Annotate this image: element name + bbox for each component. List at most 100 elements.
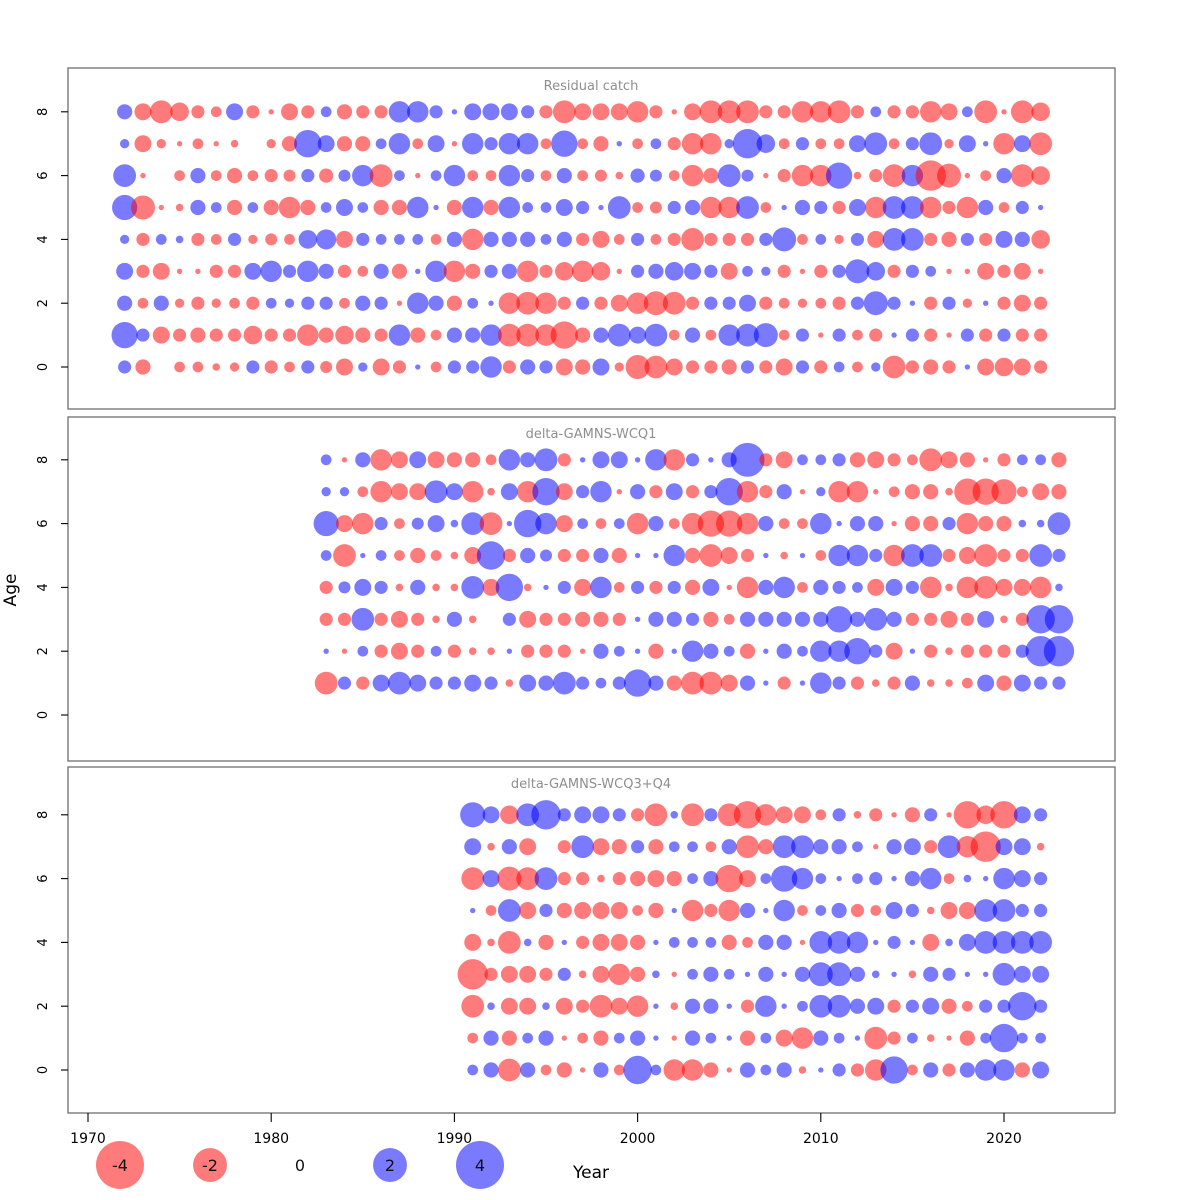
bubble bbox=[373, 263, 389, 279]
bubble bbox=[246, 105, 260, 119]
bubble bbox=[230, 139, 239, 148]
bubble bbox=[520, 231, 536, 247]
bubble bbox=[831, 839, 847, 855]
bubble bbox=[321, 487, 331, 497]
bubble bbox=[632, 138, 643, 150]
panel-border bbox=[67, 416, 1116, 762]
bubble bbox=[467, 297, 479, 309]
bubble bbox=[335, 230, 353, 248]
bubble bbox=[390, 642, 408, 660]
bubble bbox=[320, 454, 332, 466]
bubble bbox=[781, 1003, 787, 1009]
bubble bbox=[532, 478, 560, 506]
bubble bbox=[358, 362, 368, 372]
bubble bbox=[156, 139, 166, 149]
bubble bbox=[297, 324, 319, 346]
bubble bbox=[901, 544, 924, 567]
bubble bbox=[521, 169, 535, 183]
bubble bbox=[500, 965, 518, 983]
bubble bbox=[799, 489, 806, 495]
bubble bbox=[428, 295, 444, 311]
bubble bbox=[721, 359, 737, 375]
bubble bbox=[407, 292, 429, 314]
bubble bbox=[685, 296, 700, 310]
bubble bbox=[715, 864, 743, 893]
bubble bbox=[175, 235, 184, 244]
bubble bbox=[136, 232, 150, 246]
y-tick-label: 8 bbox=[36, 811, 51, 819]
bubble bbox=[354, 578, 372, 596]
bubble bbox=[668, 518, 680, 529]
bubble bbox=[443, 260, 466, 283]
y-axis-panel-0: 0 2 4 6 8 bbox=[36, 108, 68, 371]
bubble bbox=[736, 835, 759, 859]
bubble bbox=[450, 519, 459, 528]
bubble bbox=[149, 100, 173, 124]
bubble bbox=[993, 132, 1015, 155]
bubble bbox=[982, 457, 989, 463]
bubble bbox=[500, 997, 518, 1015]
bubble bbox=[882, 355, 906, 379]
bubble bbox=[697, 510, 725, 537]
bubble bbox=[992, 931, 1016, 954]
bubble bbox=[648, 902, 664, 919]
bubble bbox=[372, 358, 390, 376]
bubble bbox=[726, 1067, 732, 1073]
bubble bbox=[394, 170, 405, 181]
bubble bbox=[555, 262, 574, 281]
bubble bbox=[1013, 135, 1031, 153]
bubble bbox=[668, 170, 680, 181]
bubble bbox=[323, 648, 329, 654]
bubble bbox=[979, 999, 993, 1013]
bubble bbox=[1001, 109, 1007, 115]
bubble bbox=[667, 232, 681, 246]
bubble bbox=[923, 966, 939, 982]
y-tick-label: 2 bbox=[36, 299, 51, 307]
bubble bbox=[483, 199, 499, 216]
bubble bbox=[260, 260, 282, 283]
bubble bbox=[685, 485, 700, 499]
bubble bbox=[630, 1030, 646, 1046]
bubble bbox=[849, 516, 866, 532]
bubble bbox=[960, 612, 974, 626]
bubble bbox=[575, 327, 591, 343]
bubble bbox=[612, 808, 626, 822]
bubble bbox=[717, 100, 741, 124]
bubble bbox=[797, 454, 808, 466]
bubble bbox=[118, 360, 132, 374]
bubble bbox=[815, 809, 827, 821]
bubble bbox=[777, 105, 791, 119]
bubble bbox=[923, 1062, 939, 1078]
bubble bbox=[924, 328, 938, 342]
bubble bbox=[977, 262, 995, 280]
bubble bbox=[465, 452, 481, 468]
bubble bbox=[891, 875, 897, 882]
bubble bbox=[775, 358, 793, 376]
bubble bbox=[409, 483, 427, 501]
bubble bbox=[539, 903, 553, 918]
bubble bbox=[576, 872, 590, 886]
bubble bbox=[357, 486, 369, 498]
bubble bbox=[736, 576, 759, 599]
bubble bbox=[487, 647, 495, 655]
bubble bbox=[430, 329, 442, 341]
bubble bbox=[964, 172, 971, 179]
bubble bbox=[320, 202, 332, 213]
bubble bbox=[284, 361, 295, 373]
bubble bbox=[521, 105, 535, 119]
bubble bbox=[797, 1000, 808, 1012]
bubble bbox=[516, 132, 539, 155]
bubble bbox=[335, 325, 354, 345]
bubble bbox=[281, 136, 298, 152]
bubble bbox=[229, 297, 240, 309]
bubble bbox=[445, 483, 463, 501]
bubble bbox=[578, 970, 587, 979]
bubble bbox=[791, 867, 814, 890]
bubble bbox=[668, 329, 680, 341]
bubble bbox=[485, 905, 497, 916]
bubble bbox=[135, 359, 151, 375]
bubble bbox=[412, 138, 424, 150]
bubble bbox=[798, 1066, 807, 1074]
bubble bbox=[538, 1030, 554, 1046]
bubble bbox=[610, 294, 628, 312]
